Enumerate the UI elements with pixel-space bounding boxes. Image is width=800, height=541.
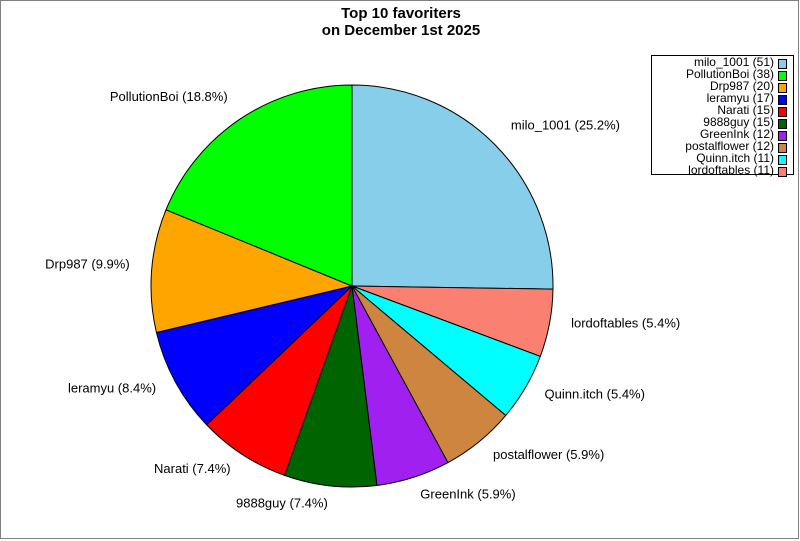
svg-text:milo_1001 (25.2%): milo_1001 (25.2%)	[511, 118, 620, 133]
svg-text:lordoftables (5.4%): lordoftables (5.4%)	[571, 315, 680, 330]
svg-text:GreenInk (5.9%): GreenInk (5.9%)	[420, 486, 515, 501]
svg-text:postalflower (5.9%): postalflower (5.9%)	[493, 447, 604, 462]
svg-text:leramyu (8.4%): leramyu (8.4%)	[68, 381, 156, 396]
svg-text:Quinn.itch (5.4%): Quinn.itch (5.4%)	[545, 387, 645, 402]
svg-text:Drp987 (9.9%): Drp987 (9.9%)	[45, 257, 130, 272]
svg-text:Narati (7.4%): Narati (7.4%)	[154, 461, 231, 476]
svg-text:9888guy (7.4%): 9888guy (7.4%)	[236, 496, 328, 511]
svg-text:PollutionBoi (18.8%): PollutionBoi (18.8%)	[110, 89, 228, 104]
